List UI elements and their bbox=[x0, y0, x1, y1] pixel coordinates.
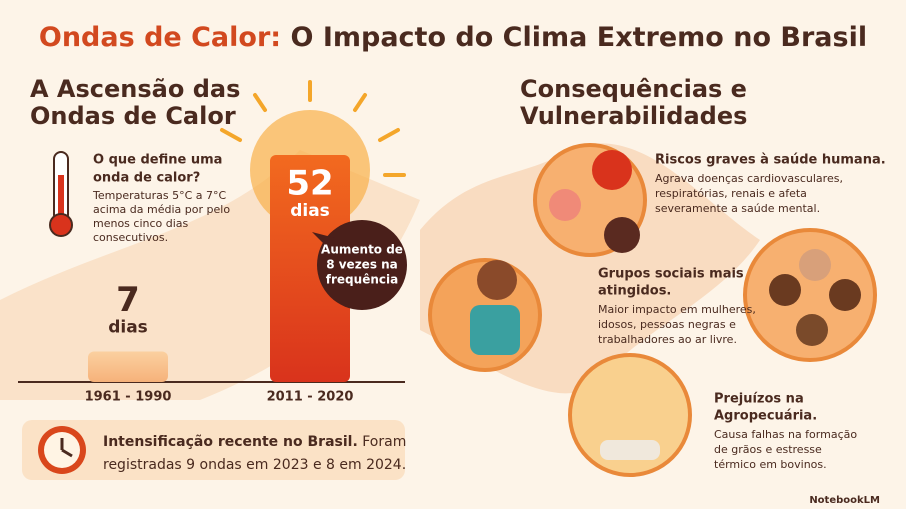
bar-unit: dias bbox=[290, 201, 330, 221]
item-text: Agrava doenças cardiovasculares, bbox=[655, 172, 843, 185]
sun-rays bbox=[220, 80, 406, 177]
item-text: severamente a saúde mental. bbox=[655, 202, 820, 215]
definition-text: Temperaturas 5°C a 7°C bbox=[92, 189, 227, 202]
item-title: Prejuízos na bbox=[714, 392, 804, 407]
bar-value: 7 bbox=[116, 280, 140, 320]
item-title: Grupos sociais mais bbox=[598, 267, 744, 282]
definition-text: menos cinco dias bbox=[93, 217, 189, 230]
note-text: Foram bbox=[362, 434, 406, 450]
note: Intensificação recente no Brasil. Foram bbox=[103, 434, 406, 450]
item-text: Maior impacto em mulheres, bbox=[598, 303, 756, 316]
period-label: 2011 - 2020 bbox=[267, 390, 354, 405]
callout-pointer bbox=[312, 232, 335, 245]
note-text: registradas 9 ondas em 2023 e 8 em 2024. bbox=[103, 457, 406, 473]
footer: NotebookLM bbox=[809, 495, 880, 506]
item-title: Agropecuária. bbox=[714, 409, 817, 424]
definition-text: acima da média por pelo bbox=[93, 203, 230, 216]
item-text: idosos, pessoas negras e bbox=[598, 318, 736, 331]
heading: Vulnerabilidades bbox=[520, 102, 747, 130]
item-title: Riscos graves à saúde humana. bbox=[655, 153, 886, 168]
illustrations bbox=[428, 143, 877, 477]
period-label: 1961 - 1990 bbox=[85, 390, 172, 405]
bar-unit: dias bbox=[108, 317, 148, 337]
item-text: térmico em bovinos. bbox=[714, 458, 827, 471]
callout-text: Aumento de bbox=[321, 243, 403, 257]
title-rest: O Impacto do Clima Extremo no Brasil bbox=[290, 22, 867, 53]
title: Ondas de Calor: O Impacto do Clima Extre… bbox=[39, 22, 867, 53]
question: onda de calor? bbox=[93, 171, 200, 186]
note-bold: Intensificação recente no Brasil. bbox=[103, 434, 358, 450]
item-text: Causa falhas na formação bbox=[714, 428, 857, 441]
callout-text: frequência bbox=[326, 273, 398, 287]
item-text: respiratórias, renais e afeta bbox=[655, 187, 807, 200]
heading: Ondas de Calor bbox=[30, 102, 236, 130]
item-title: atingidos. bbox=[598, 284, 671, 299]
heading: Consequências e bbox=[520, 75, 747, 103]
bar-value: 52 bbox=[286, 164, 333, 204]
note-box bbox=[22, 420, 405, 480]
bar bbox=[270, 155, 350, 382]
callout-text: 8 vezes na bbox=[326, 258, 398, 272]
item-text: de grãos e estresse bbox=[714, 443, 822, 456]
bar bbox=[88, 351, 168, 382]
definition-text: consecutivos. bbox=[93, 231, 168, 244]
item-text: trabalhadores ao ar livre. bbox=[598, 333, 737, 346]
clock-icon bbox=[38, 426, 86, 474]
thermometer-icon bbox=[49, 151, 73, 237]
heading: A Ascensão das bbox=[30, 75, 240, 103]
question: O que define uma bbox=[93, 153, 222, 168]
title-highlight: Ondas de Calor: bbox=[39, 22, 281, 53]
callout bbox=[317, 220, 407, 310]
